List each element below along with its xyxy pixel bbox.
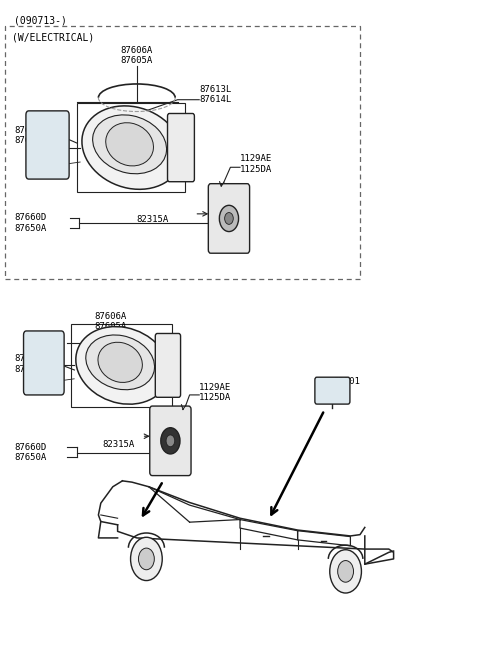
Text: 87623A
87624B: 87623A 87624B bbox=[14, 354, 47, 374]
Circle shape bbox=[139, 548, 155, 569]
Ellipse shape bbox=[76, 327, 169, 404]
Text: 87606A
87605A: 87606A 87605A bbox=[94, 312, 127, 331]
Ellipse shape bbox=[82, 106, 182, 190]
FancyBboxPatch shape bbox=[156, 333, 180, 398]
FancyBboxPatch shape bbox=[24, 331, 64, 395]
Circle shape bbox=[337, 560, 353, 583]
Text: 87660D
87650A: 87660D 87650A bbox=[14, 213, 47, 233]
Text: 87660D
87650A: 87660D 87650A bbox=[14, 443, 47, 462]
Ellipse shape bbox=[98, 342, 143, 382]
Text: 82315A: 82315A bbox=[102, 440, 134, 449]
FancyBboxPatch shape bbox=[26, 111, 69, 179]
FancyBboxPatch shape bbox=[168, 113, 194, 182]
Ellipse shape bbox=[86, 335, 155, 390]
Text: (W/ELECTRICAL): (W/ELECTRICAL) bbox=[12, 33, 94, 43]
Bar bbox=[5, 26, 360, 279]
Bar bbox=[77, 103, 185, 192]
Circle shape bbox=[166, 435, 175, 447]
Circle shape bbox=[161, 428, 180, 454]
Text: 85101: 85101 bbox=[334, 377, 360, 386]
Text: (090713-): (090713-) bbox=[14, 15, 67, 25]
FancyBboxPatch shape bbox=[315, 377, 350, 404]
Text: 87606A
87605A: 87606A 87605A bbox=[120, 46, 153, 66]
Bar bbox=[71, 324, 171, 407]
Text: 87623A
87624B: 87623A 87624B bbox=[14, 126, 47, 146]
Text: 82315A: 82315A bbox=[137, 215, 169, 224]
Circle shape bbox=[219, 205, 239, 232]
FancyBboxPatch shape bbox=[208, 184, 250, 253]
Text: 1129AE
1125DA: 1129AE 1125DA bbox=[240, 154, 272, 174]
Ellipse shape bbox=[106, 123, 154, 166]
Text: 1129AE
1125DA: 1129AE 1125DA bbox=[199, 382, 231, 402]
Circle shape bbox=[131, 537, 162, 581]
Circle shape bbox=[225, 213, 233, 224]
Circle shape bbox=[330, 550, 361, 593]
Text: 87613L
87614L: 87613L 87614L bbox=[199, 85, 231, 104]
FancyBboxPatch shape bbox=[150, 406, 191, 476]
Ellipse shape bbox=[93, 115, 167, 174]
